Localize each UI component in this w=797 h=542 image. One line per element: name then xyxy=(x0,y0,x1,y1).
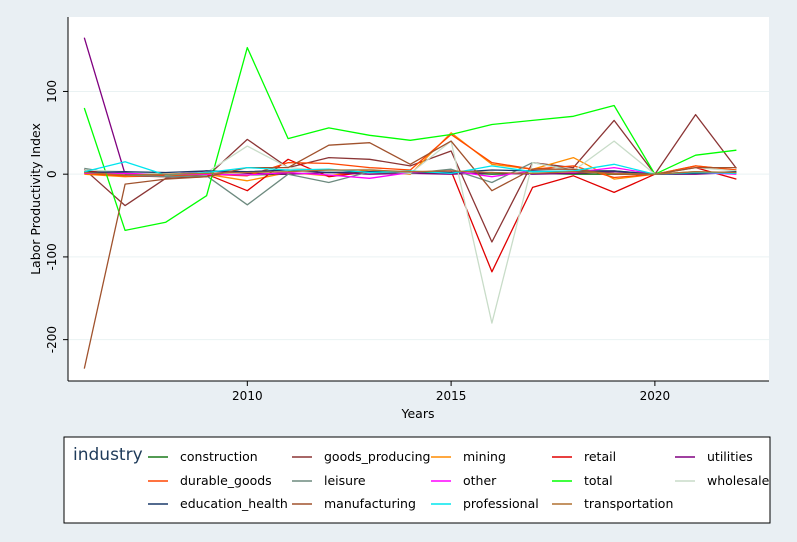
y-axis-title: Labor Productivity Index xyxy=(28,123,43,275)
legend-item-education-health: education_health xyxy=(148,496,288,511)
legend-item-mining: mining xyxy=(431,449,506,464)
legend-label: total xyxy=(584,473,613,488)
legend-item-total: total xyxy=(552,473,613,488)
legend-title: industry xyxy=(73,445,143,465)
legend-label: utilities xyxy=(707,449,753,464)
x-tick-label: 2020 xyxy=(640,389,671,403)
legend-item-professional: professional xyxy=(431,496,539,511)
legend-label: goods_producing xyxy=(324,449,430,464)
y-ticks: 100 0 -100 -200 xyxy=(45,80,68,353)
x-tick-label: 2015 xyxy=(436,389,467,403)
legend-item-transportation: transportation xyxy=(552,496,673,511)
legend-item-wholesale: wholesale xyxy=(675,473,770,488)
legend-label: transportation xyxy=(584,496,673,511)
legend-label: education_health xyxy=(180,496,288,511)
series-lines xyxy=(83,37,737,369)
legend-label: durable_goods xyxy=(180,473,272,488)
legend-box xyxy=(63,436,771,524)
legend-item-leisure: leisure xyxy=(292,473,366,488)
y-tick-label: 100 xyxy=(45,80,59,103)
legend-item-utilities: utilities xyxy=(675,449,753,464)
legend-label: leisure xyxy=(324,473,366,488)
legend-item-retail: retail xyxy=(552,449,616,464)
axes xyxy=(67,17,769,382)
legend-label: wholesale xyxy=(707,473,770,488)
series-line-transportation xyxy=(84,169,737,176)
legend-label: retail xyxy=(584,449,616,464)
legend-label: professional xyxy=(463,496,539,511)
y-tick-label: 0 xyxy=(45,170,59,178)
x-axis-title: Years xyxy=(401,406,435,421)
y-tick-label: -200 xyxy=(45,326,59,353)
legend: industry construction goods_producing mini… xyxy=(63,436,771,524)
x-tick-label: 2010 xyxy=(232,389,263,403)
legend-label: construction xyxy=(180,449,258,464)
legend-item-other: other xyxy=(431,473,497,488)
plot-area xyxy=(68,17,769,381)
legend-item-goods-producing: goods_producing xyxy=(292,449,430,464)
legend-items: construction goods_producing mining retail u… xyxy=(148,449,770,511)
y-tick-label: -100 xyxy=(45,243,59,270)
legend-item-construction: construction xyxy=(148,449,258,464)
legend-label: other xyxy=(463,473,497,488)
x-ticks: 2010 2015 2020 xyxy=(232,381,670,403)
legend-item-manufacturing: manufacturing xyxy=(292,496,416,511)
series-line-total xyxy=(83,46,737,232)
legend-label: mining xyxy=(463,449,506,464)
legend-item-durable-goods: durable_goods xyxy=(148,473,272,488)
legend-label: manufacturing xyxy=(324,496,416,511)
